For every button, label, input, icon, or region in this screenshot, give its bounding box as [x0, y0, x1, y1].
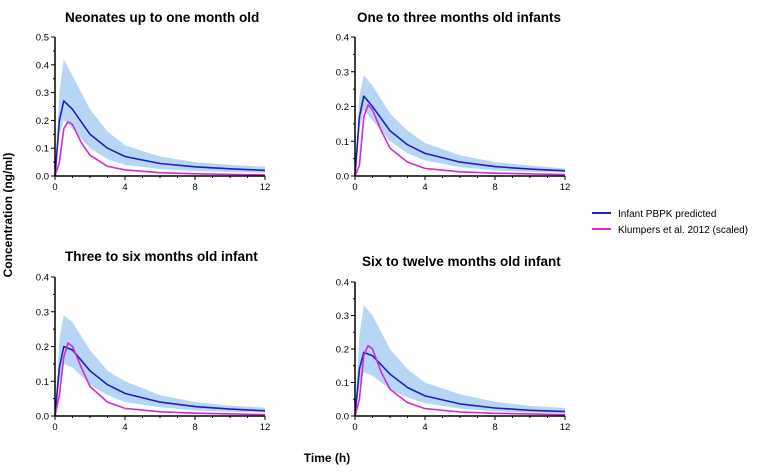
x-axis-label: Time (h): [304, 451, 350, 465]
x-tick-label: 0: [52, 422, 57, 433]
series-line-klumpers: [354, 344, 566, 417]
x-tick-label: 0: [352, 182, 357, 193]
x-tick-label: 12: [560, 422, 571, 433]
y-tick-label: 0.0: [336, 172, 349, 183]
series-line-klumpers: [354, 104, 566, 177]
series-line-klumpers: [54, 121, 266, 177]
legend-item-pbpk: Infant PBPK predicted: [592, 209, 716, 220]
y-tick-label: 0.3: [336, 311, 349, 322]
y-tick-label: 0.0: [336, 412, 349, 423]
legend-item-klumpers: Klumpers et al. 2012 (scaled): [592, 225, 748, 236]
y-tick-label: 0.2: [36, 342, 49, 353]
panels: Neonates up to one month old 0.0 0.1 0.2 0.3…: [36, 10, 571, 433]
series-line-pbpk: [54, 345, 266, 417]
chart-panel-1: Neonates up to one month old 0.0 0.1 0.2 0.3…: [36, 10, 271, 193]
x-tick-label: 4: [422, 422, 427, 433]
x-tick-label: 8: [492, 182, 497, 193]
chart-panel-3: Three to six months old infant 0.0 0.1 0.2 0…: [36, 249, 271, 433]
legend-label-pbpk: Infant PBPK predicted: [618, 209, 716, 220]
x-tick-label: 12: [260, 422, 271, 433]
y-tick-label: 0.1: [336, 378, 349, 389]
x-tick-label: 4: [122, 182, 127, 193]
y-tick-label: 0.1: [336, 137, 349, 148]
chart-title: One to three months old infants: [357, 10, 561, 25]
legend: Infant PBPK predicted Klumpers et al. 20…: [592, 209, 748, 236]
y-tick-label: 0.4: [336, 278, 349, 289]
prediction-interval-band: [55, 59, 265, 177]
chart-title: Three to six months old infant: [65, 249, 258, 264]
y-tick-label: 0.2: [336, 345, 349, 356]
x-tick-label: 8: [492, 422, 497, 433]
y-tick-label: 0.4: [36, 273, 49, 284]
y-tick-label: 0.2: [36, 116, 49, 127]
prediction-interval-band: [355, 305, 565, 416]
x-tick-label: 4: [422, 182, 427, 193]
x-tick-label: 4: [122, 422, 127, 433]
chart-title: Neonates up to one month old: [65, 10, 259, 25]
x-tick-label: 12: [560, 182, 571, 193]
chart-panel-4: Six to twelve months old infant 0.0 0.1 0.2…: [336, 254, 571, 433]
series-line-klumpers: [54, 342, 266, 417]
x-tick-label: 0: [52, 182, 57, 193]
x-tick-label: 8: [192, 182, 197, 193]
y-tick-label: 0.3: [336, 67, 349, 78]
x-tick-label: 8: [192, 422, 197, 433]
prediction-interval-band: [55, 315, 265, 416]
y-tick-label: 0.5: [36, 33, 49, 44]
y-tick-label: 0.3: [36, 88, 49, 99]
y-tick-label: 0.0: [36, 412, 49, 423]
x-tick-label: 12: [260, 182, 271, 193]
prediction-interval-band: [355, 75, 565, 176]
x-tick-label: 0: [352, 422, 357, 433]
y-tick-label: 0.4: [336, 33, 349, 44]
series-line-pbpk: [354, 351, 566, 417]
y-axis-label: Concentration (ng/ml): [1, 153, 15, 278]
y-tick-label: 0.3: [36, 307, 49, 318]
y-tick-label: 0.1: [36, 144, 49, 155]
series-line-pbpk: [54, 100, 266, 177]
legend-label-klumpers: Klumpers et al. 2012 (scaled): [618, 225, 748, 236]
chart-panel-2: One to three months old infants 0.0 0.1 0.2…: [336, 10, 571, 193]
y-tick-label: 0.1: [36, 377, 49, 388]
y-tick-label: 0.0: [36, 172, 49, 183]
series-line-pbpk: [354, 95, 566, 177]
y-tick-label: 0.2: [336, 102, 349, 113]
chart-title: Six to twelve months old infant: [362, 254, 561, 269]
y-tick-label: 0.4: [36, 60, 49, 71]
